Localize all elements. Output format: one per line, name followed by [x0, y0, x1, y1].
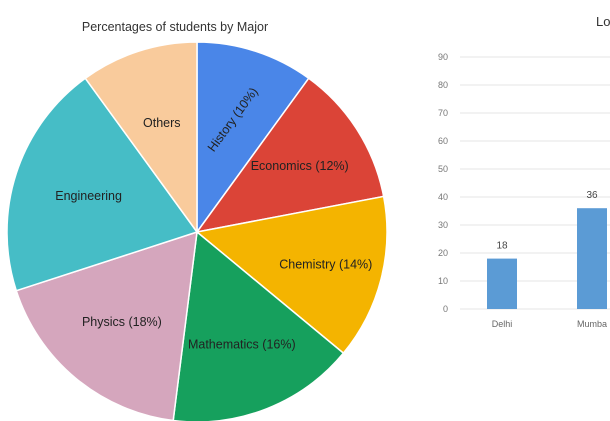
- pie-label-mathematics-16: Mathematics (16%): [188, 337, 296, 351]
- x-category-label-delhi: Delhi: [492, 319, 513, 329]
- pie-slice-chemistry-14: [195, 195, 388, 355]
- y-tick-label-60: 60: [438, 136, 448, 146]
- y-tick-label-30: 30: [438, 220, 448, 230]
- pie-slice-economics-12: [195, 77, 385, 234]
- x-category-label-mumba: Mumba: [577, 319, 607, 329]
- pie-label-physics-18: Physics (18%): [82, 315, 162, 329]
- y-tick-label-80: 80: [438, 80, 448, 90]
- pie-slice-history-10: [196, 41, 310, 235]
- pie-chart: History (10%)Economics (12%)Chemistry (1…: [6, 41, 388, 421]
- y-tick-label-70: 70: [438, 108, 448, 118]
- pie-slice-others: [84, 41, 198, 235]
- y-tick-label-90: 90: [438, 52, 448, 62]
- pie-label-engineering: Engineering: [55, 189, 122, 203]
- bar-chart-title: Lo: [596, 14, 610, 29]
- bar-chart: 0 10 20 30 40 50 60 70 80 90 18 Delhi 36 Mumba: [438, 52, 610, 329]
- data-label-delhi: 18: [496, 241, 508, 252]
- pie-label-others: Others: [143, 116, 181, 130]
- bar-delhi: [487, 258, 517, 309]
- y-tick-label-0: 0: [443, 304, 448, 314]
- y-tick-label-10: 10: [438, 276, 448, 286]
- pie-slice-mathematics-16: [172, 230, 345, 421]
- y-tick-label-20: 20: [438, 248, 448, 258]
- pie-label-economics-12: Economics (12%): [251, 159, 349, 173]
- pie-label-chemistry-14: Chemistry (14%): [279, 257, 372, 271]
- pie-slice-physics-18: [15, 230, 198, 421]
- data-label-mumba: 36: [586, 190, 598, 201]
- bar-mumba: [577, 208, 607, 309]
- y-tick-label-40: 40: [438, 192, 448, 202]
- pie-slice-engineering: [6, 77, 199, 292]
- pie-title: Percentages of students by Major: [82, 20, 268, 34]
- y-tick-label-50: 50: [438, 164, 448, 174]
